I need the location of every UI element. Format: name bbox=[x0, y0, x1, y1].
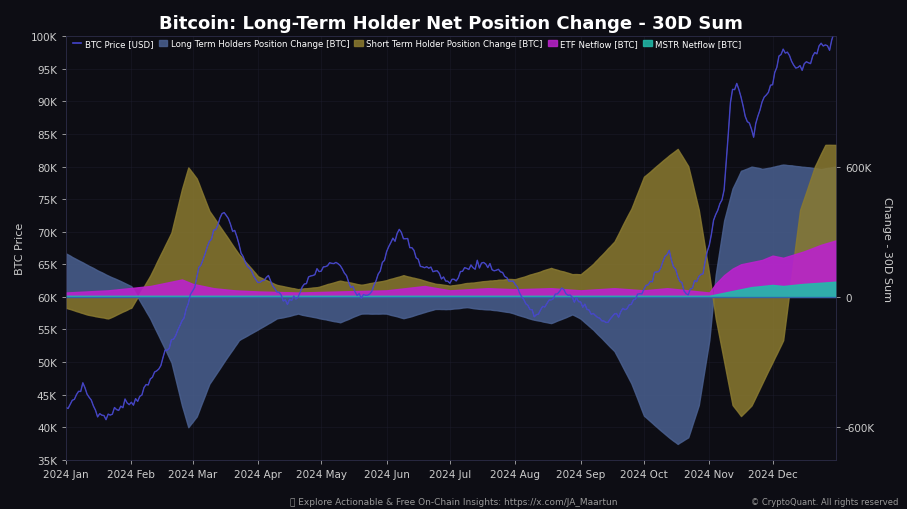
Y-axis label: BTC Price: BTC Price bbox=[15, 222, 25, 274]
Text: © CryptoQuant. All rights reserved: © CryptoQuant. All rights reserved bbox=[751, 497, 898, 506]
Y-axis label: Change - 30D Sum: Change - 30D Sum bbox=[882, 196, 892, 301]
Text: 🔔 Explore Actionable & Free On-Chain Insights: https://x.com/JA_Maartun: 🔔 Explore Actionable & Free On-Chain Ins… bbox=[289, 497, 618, 506]
Title: Bitcoin: Long-Term Holder Net Position Change - 30D Sum: Bitcoin: Long-Term Holder Net Position C… bbox=[159, 15, 743, 33]
Legend: BTC Price [USD], Long Term Holders Position Change [BTC], Short Term Holder Posi: BTC Price [USD], Long Term Holders Posit… bbox=[70, 37, 744, 51]
